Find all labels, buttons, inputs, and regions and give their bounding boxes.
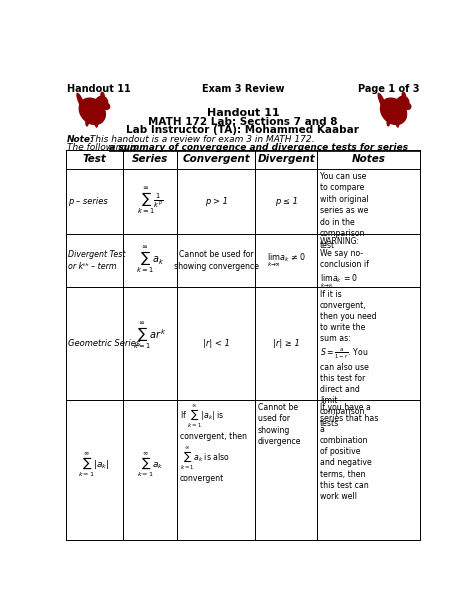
Ellipse shape: [377, 93, 386, 110]
Text: If it is
convergent,
then you need
to write the
sum as:
$S = \frac{a}{1-r}$. You: If it is convergent, then you need to wr…: [320, 290, 376, 428]
Ellipse shape: [79, 97, 106, 125]
Text: Notes: Notes: [352, 154, 385, 164]
Text: $\sum_{k=1}^{\infty} a_k$: $\sum_{k=1}^{\infty} a_k$: [136, 245, 164, 276]
Text: p ≤ 1: p ≤ 1: [275, 197, 298, 206]
Text: p > 1: p > 1: [205, 197, 228, 206]
Ellipse shape: [395, 96, 410, 110]
Ellipse shape: [404, 102, 411, 110]
Ellipse shape: [85, 118, 89, 127]
Text: Exam 3 Review: Exam 3 Review: [201, 84, 284, 94]
Text: $\sum_{k=1}^{\infty} |a_k|$: $\sum_{k=1}^{\infty} |a_k|$: [78, 451, 110, 479]
Text: Divergent Test
or kᵗʰ – term: Divergent Test or kᵗʰ – term: [68, 250, 126, 271]
Ellipse shape: [395, 118, 400, 128]
Text: $\sum_{k=1}^{\infty} a_k$: $\sum_{k=1}^{\infty} a_k$: [137, 451, 164, 479]
Ellipse shape: [76, 93, 85, 110]
Text: This handout is a review for exam 3 in MATH 172.: This handout is a review for exam 3 in M…: [87, 135, 314, 144]
Ellipse shape: [102, 102, 110, 110]
Ellipse shape: [100, 91, 105, 100]
Text: Lab Instructor (TA): Mohammed Kaabar: Lab Instructor (TA): Mohammed Kaabar: [127, 125, 359, 135]
Text: $\sum_{k=1}^{\infty} \frac{1}{k^p}$: $\sum_{k=1}^{\infty} \frac{1}{k^p}$: [137, 186, 163, 217]
Ellipse shape: [380, 97, 407, 125]
Text: $\sum_{k=1}^{\infty} ar^k$: $\sum_{k=1}^{\infty} ar^k$: [133, 321, 167, 352]
Text: The following is: The following is: [66, 143, 140, 153]
Text: a summary of convergence and divergence tests for series: a summary of convergence and divergence …: [109, 143, 408, 153]
Ellipse shape: [94, 96, 109, 110]
Text: p – series: p – series: [68, 197, 108, 206]
Text: Handout 11: Handout 11: [66, 84, 130, 94]
Text: Geometric Series: Geometric Series: [68, 339, 141, 348]
Text: Page 1 of 3: Page 1 of 3: [358, 84, 419, 94]
Text: Divergent: Divergent: [257, 154, 315, 164]
Ellipse shape: [386, 118, 391, 127]
Text: Cannot be
used for
showing
divergence: Cannot be used for showing divergence: [258, 403, 301, 446]
Text: If $\sum_{k=1}^{\infty} |a_k|$ is
convergent, then
$\sum_{k=1}^{\infty} a_k$ is : If $\sum_{k=1}^{\infty} |a_k|$ is conver…: [180, 403, 247, 483]
Text: MATH 172 Lab: Sections 7 and 8: MATH 172 Lab: Sections 7 and 8: [148, 116, 337, 126]
Text: Cannot be used for
showing convergence: Cannot be used for showing convergence: [174, 250, 259, 271]
Text: WARNING:
We say no-
conclusion if
$\lim_{k\to\infty} a_k = 0$: WARNING: We say no- conclusion if $\lim_…: [320, 237, 369, 290]
Text: If you have a
series that has
a
combination
of positive
and negative
terms, then: If you have a series that has a combinat…: [320, 403, 378, 501]
Ellipse shape: [401, 91, 406, 100]
Text: You can use
to compare
with original
series as we
do in the
comparison
test: You can use to compare with original ser…: [320, 172, 369, 249]
Text: Convergent: Convergent: [182, 154, 250, 164]
Text: Series: Series: [132, 154, 168, 164]
Text: $\lim_{k\to\infty} a_k \neq 0$: $\lim_{k\to\infty} a_k \neq 0$: [267, 252, 306, 269]
Text: Note:: Note:: [66, 135, 94, 144]
Text: Handout 11: Handout 11: [207, 107, 279, 118]
Text: |r| < 1: |r| < 1: [203, 339, 230, 348]
Text: Test: Test: [82, 154, 106, 164]
Text: |r| ≥ 1: |r| ≥ 1: [273, 339, 300, 348]
Ellipse shape: [94, 118, 98, 128]
